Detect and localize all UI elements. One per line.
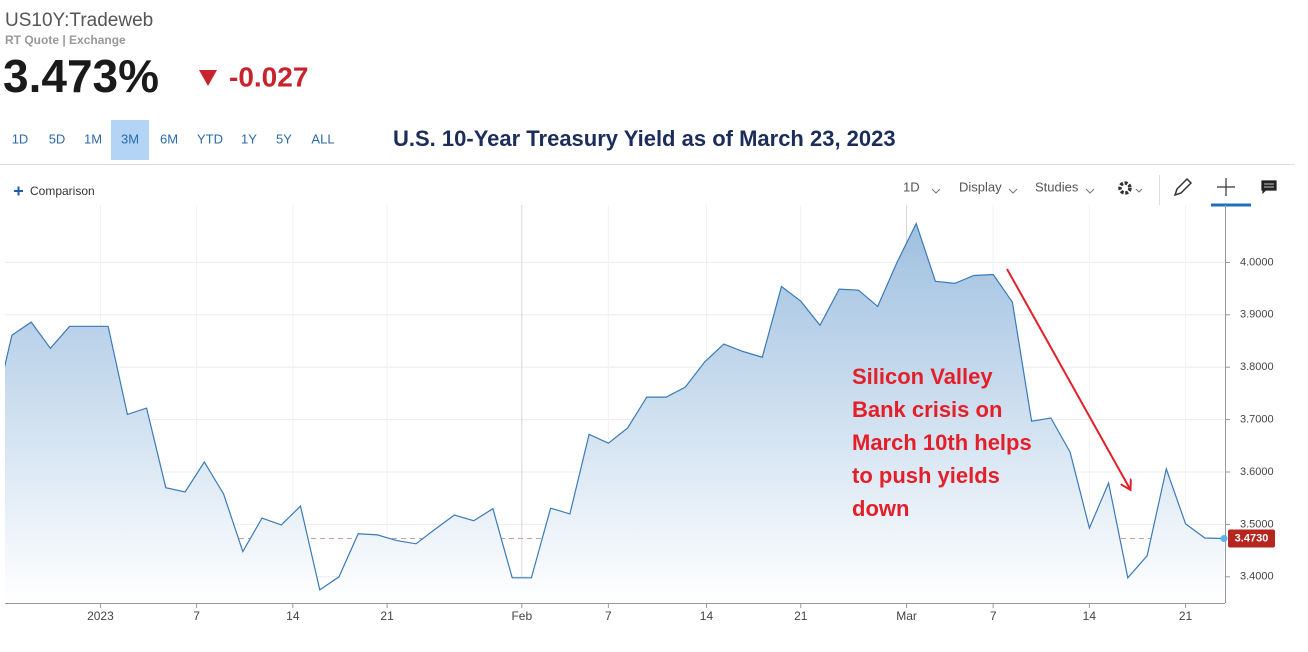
display-label: Display [959, 179, 1002, 194]
draw-button[interactable] [1173, 177, 1193, 197]
range-button[interactable]: 6M [160, 131, 178, 146]
display-dropdown[interactable]: Display [959, 179, 1018, 194]
range-label: ALL [311, 131, 334, 146]
annotation-line: down [852, 496, 909, 521]
quote-source: RT Quote | Exchange [5, 33, 126, 47]
range-button[interactable]: 5Y [276, 131, 292, 146]
plus-icon [14, 186, 23, 196]
chevron-icon [1085, 188, 1095, 194]
range-label: 1M [84, 131, 102, 146]
chart-title: U.S. 10-Year Treasury Yield as of March … [393, 126, 896, 151]
annotation-line: Bank crisis on [852, 397, 1002, 422]
y-tick-label: 3.4000 [1240, 571, 1274, 583]
plot-area [5, 222, 1225, 603]
y-tick-label: 3.8000 [1240, 361, 1274, 373]
x-tick-label: Mar [896, 609, 917, 623]
range-label: 6M [160, 131, 178, 146]
range-selector: 1D 5D 1M 3M 6M YTD 1Y 5Y ALL [12, 120, 335, 160]
chart: 3.4000 3.5000 3.6000 3.7000 3.8000 3.9000 4.00… [5, 205, 1275, 623]
chevron-icon [1008, 188, 1018, 194]
range-button[interactable]: 1Y [241, 131, 257, 146]
y-tick-label: 3.5000 [1240, 518, 1274, 530]
studies-label: Studies [1035, 179, 1079, 194]
range-button[interactable]: ALL [311, 131, 334, 146]
y-tick-label: 3.9000 [1240, 309, 1274, 321]
price-change: -0.027 [229, 61, 308, 92]
range-label: 5D [49, 131, 66, 146]
range-button[interactable]: 5D [49, 131, 66, 146]
range-label: 3M [121, 131, 139, 146]
studies-dropdown[interactable]: Studies [1035, 179, 1095, 194]
gear-icon [1118, 181, 1132, 195]
x-tick-label: Feb [511, 609, 532, 623]
annotation-line: to push yields [852, 463, 1000, 488]
range-label: 5Y [276, 131, 292, 146]
range-button[interactable]: 1M [84, 131, 102, 146]
y-tick-label: 3.7000 [1240, 414, 1274, 426]
range-button[interactable]: 1D [12, 131, 29, 146]
comparison-label: Comparison [30, 184, 95, 198]
x-tick-label: 21 [380, 609, 394, 623]
x-tick-label: 14 [1083, 609, 1097, 623]
comparison-button[interactable]: Comparison [14, 184, 95, 198]
x-tick-label: 7 [990, 609, 997, 623]
range-active-bg [111, 120, 149, 160]
price: 3.473% [3, 50, 159, 102]
range-label: YTD [197, 131, 223, 146]
crosshair-button[interactable] [1217, 178, 1235, 196]
range-button[interactable]: 3M [111, 120, 149, 160]
settings-button[interactable] [1118, 181, 1143, 195]
x-tick-label: 14 [286, 609, 300, 623]
range-label: 1Y [241, 131, 257, 146]
x-tick-label: 21 [794, 609, 808, 623]
x-tick-label: 7 [193, 609, 200, 623]
line [5, 222, 1225, 591]
chevron-icon [1135, 188, 1143, 193]
x-tick-label: 14 [700, 609, 714, 623]
comment-button[interactable] [1260, 179, 1278, 196]
interval-label: 1D [903, 179, 920, 194]
last-value-label: 3.4730 [1235, 532, 1269, 544]
area-fill [5, 223, 1224, 603]
y-tick-label: 3.6000 [1240, 466, 1274, 478]
x-tick-label: 2023 [87, 609, 114, 623]
x-tick-label: 21 [1179, 609, 1193, 623]
annotation-arrow [1006, 268, 1130, 489]
y-tick-label: 4.0000 [1240, 256, 1274, 268]
last-value-badge [1228, 529, 1275, 548]
interval-dropdown[interactable]: 1D [903, 179, 941, 194]
annotation-line: March 10th helps [852, 430, 1032, 455]
last-point [1220, 535, 1228, 543]
annotation-line: Silicon Valley [852, 364, 993, 389]
range-label: 1D [12, 131, 29, 146]
down-arrow-icon [199, 70, 217, 86]
symbol: US10Y:Tradeweb [5, 10, 153, 31]
chevron-icon [931, 188, 941, 194]
range-button[interactable]: YTD [197, 131, 223, 146]
x-tick-label: 7 [605, 609, 612, 623]
